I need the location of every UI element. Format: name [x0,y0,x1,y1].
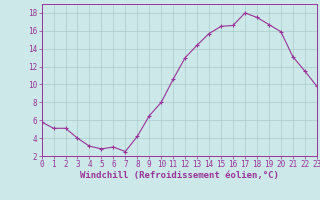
X-axis label: Windchill (Refroidissement éolien,°C): Windchill (Refroidissement éolien,°C) [80,171,279,180]
